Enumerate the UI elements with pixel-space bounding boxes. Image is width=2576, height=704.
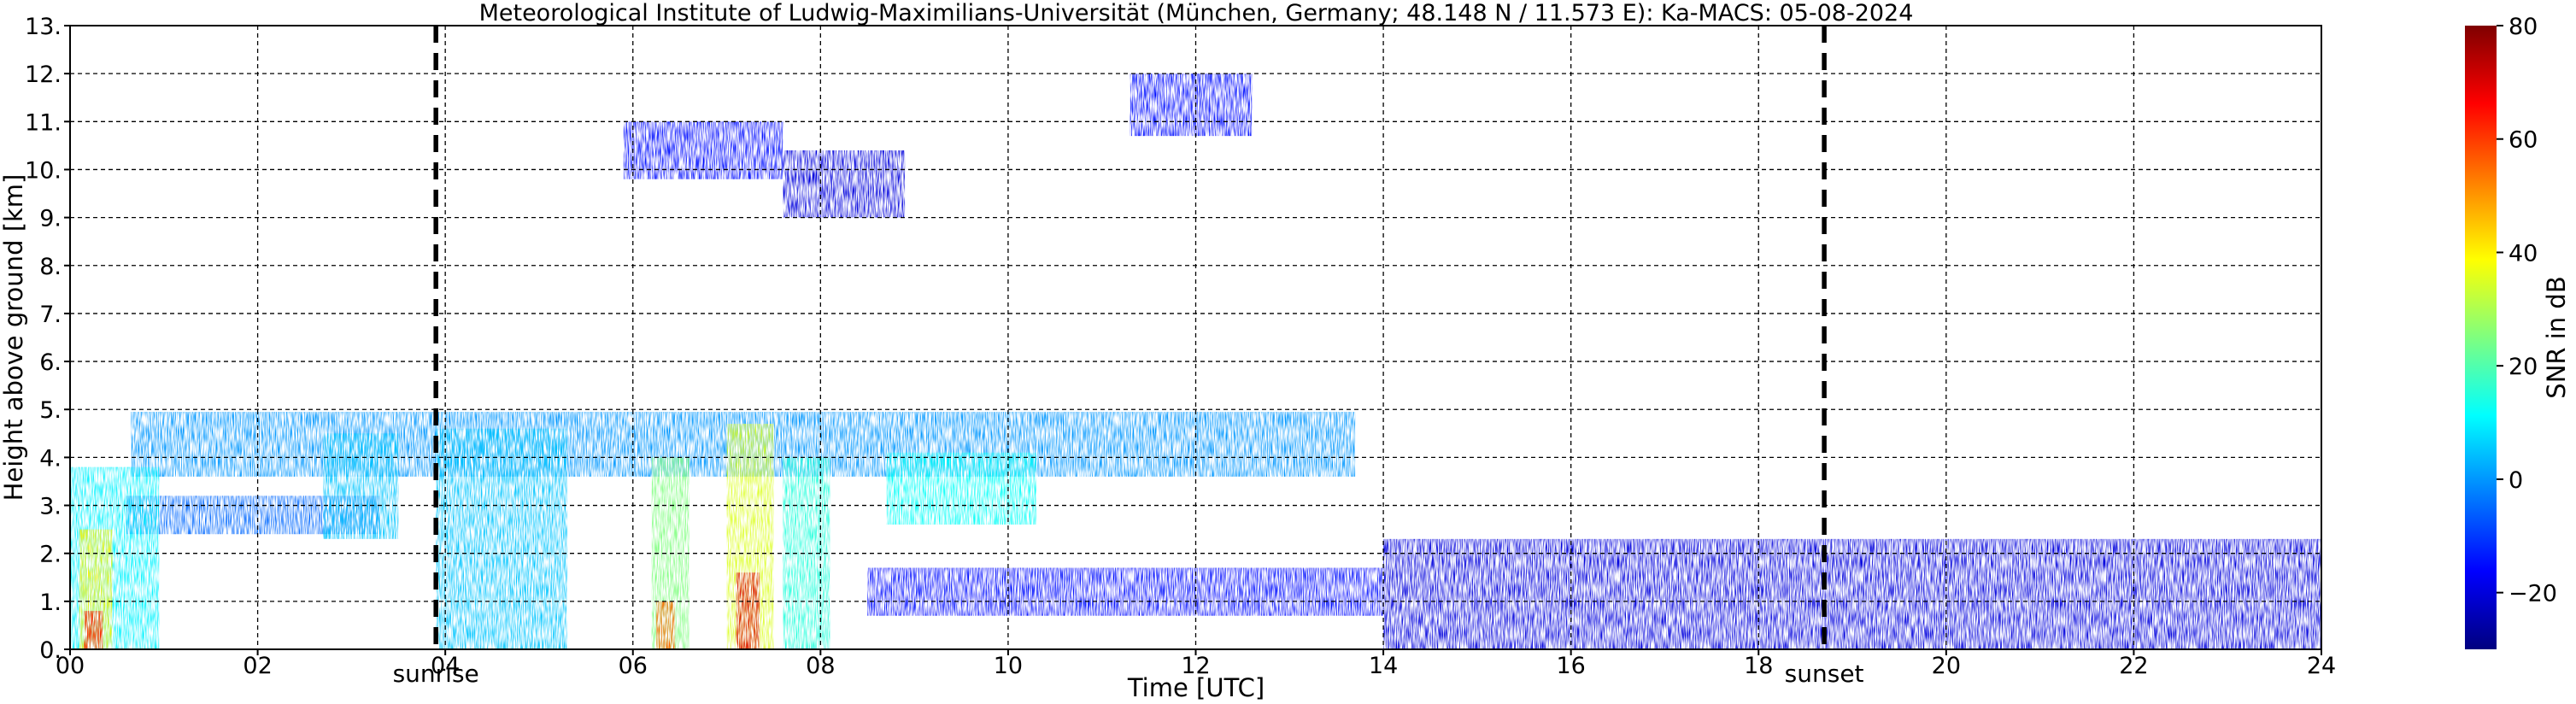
sunrise-label: sunrise [393, 660, 479, 688]
echo-region [1130, 73, 1253, 137]
x-tick-label: 14 [1369, 653, 1398, 679]
x-tick-label: 12 [1181, 653, 1210, 679]
x-tick-label: 16 [1556, 653, 1585, 679]
colorbar-tick-label: 20 [2509, 354, 2538, 380]
x-tick-label: 20 [1932, 653, 1961, 679]
colorbar-tick-label: 40 [2509, 240, 2538, 267]
sunset-label: sunset [1785, 660, 1864, 688]
colorbar [2465, 26, 2497, 649]
x-tick-label: 02 [243, 653, 272, 679]
y-tick-label: 7. [39, 302, 62, 328]
colorbar-label: SNR in dB [2542, 276, 2571, 398]
echo-region [886, 452, 1036, 525]
x-tick-label: 18 [1744, 653, 1773, 679]
echo-region [323, 433, 399, 539]
x-tick-label: 10 [994, 653, 1023, 679]
y-tick-label: 8. [39, 254, 62, 280]
echo-region [1383, 538, 2321, 649]
x-tick-label: 04 [431, 653, 460, 679]
echo-region [623, 121, 783, 179]
x-axis-label: Time [UTC] [1127, 673, 1265, 702]
y-axis-ticks: 0. 1. 2. 3. 4. 5. 6. 7. 8. 9. 10. 11. 12. 13. [25, 14, 70, 664]
echo-region [84, 611, 103, 649]
y-tick-label: 13. [25, 14, 62, 40]
echo-region [436, 428, 567, 649]
event-markers: sunrise sunset [393, 26, 1864, 688]
y-tick-label: 6. [39, 349, 62, 376]
radar-echo-layer [70, 73, 2321, 649]
echo-region [867, 567, 1384, 616]
y-tick-label: 2. [39, 542, 62, 568]
y-tick-label: 4. [39, 445, 62, 472]
colorbar-tick-label: 0 [2509, 467, 2523, 494]
y-tick-label: 3. [39, 494, 62, 520]
echo-region [736, 572, 760, 649]
y-tick-label: 11. [25, 109, 62, 136]
colorbar-tick-label: 60 [2509, 127, 2538, 154]
x-tick-label: 24 [2307, 653, 2336, 679]
y-tick-label: 10. [25, 157, 62, 184]
y-tick-label: 0. [39, 637, 62, 664]
colorbar-tick-label: −20 [2509, 581, 2557, 607]
y-tick-label: 12. [25, 62, 62, 88]
x-tick-label: 00 [56, 653, 85, 679]
y-tick-label: 5. [39, 397, 62, 424]
echo-region [783, 150, 906, 218]
x-tick-label: 06 [619, 653, 648, 679]
y-tick-label: 1. [39, 590, 62, 616]
colorbar-ticks: −20 0 20 40 60 80 [2497, 14, 2557, 607]
x-axis-ticks: 00 02 04 06 08 10 12 14 16 18 20 22 24 [56, 649, 2336, 679]
chart-title: Meteorological Institute of Ludwig-Maxim… [479, 0, 1914, 26]
x-tick-label: 22 [2119, 653, 2148, 679]
x-tick-label: 08 [806, 653, 835, 679]
echo-region [656, 601, 676, 649]
echo-region [783, 457, 830, 649]
colorbar-tick-label: 80 [2509, 14, 2538, 40]
grid-lines [70, 26, 2321, 649]
y-tick-label: 9. [39, 206, 62, 232]
y-axis-label: Height above ground [km] [0, 174, 28, 502]
